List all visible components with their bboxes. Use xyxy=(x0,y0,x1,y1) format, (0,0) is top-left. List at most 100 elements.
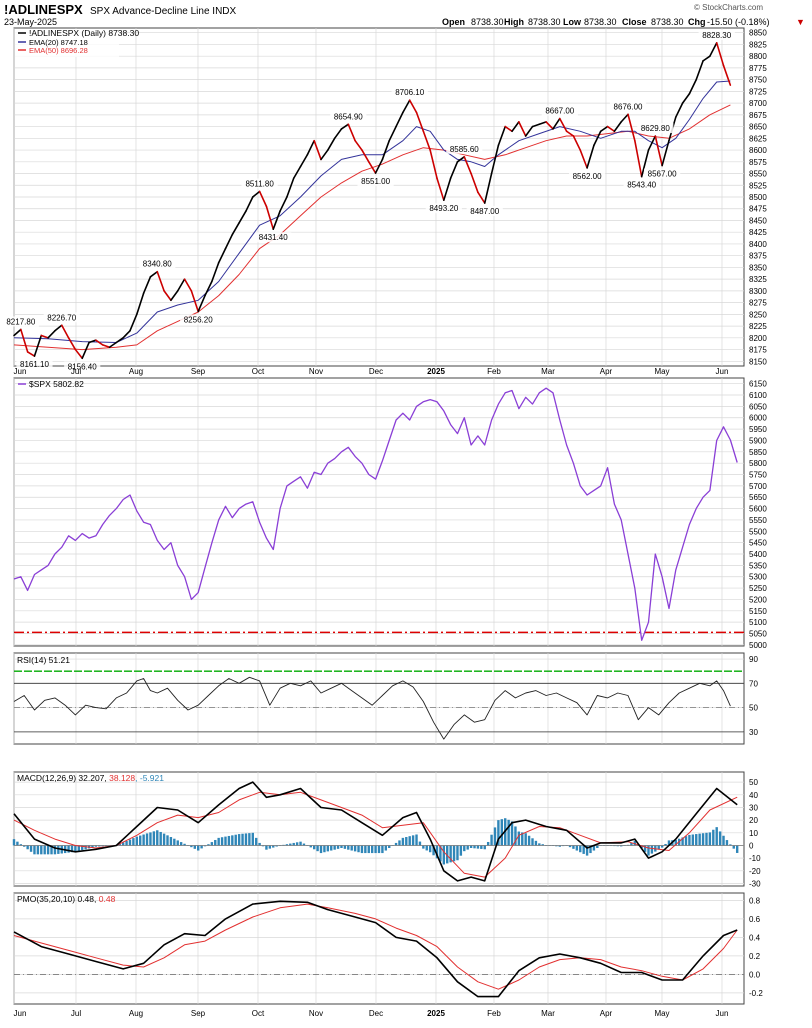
price-annotation: 8562.00 xyxy=(573,172,602,181)
price-segment xyxy=(313,139,322,161)
price-annotation: 8217.80 xyxy=(6,317,35,326)
price-annotation: 8706.10 xyxy=(395,88,424,97)
price-ytick-label: 8775 xyxy=(749,64,767,73)
macd-histogram-bar xyxy=(428,845,432,853)
macd-histogram-bar xyxy=(647,845,650,856)
macd-histogram-bar xyxy=(432,845,435,856)
macd-histogram-bar xyxy=(347,845,350,850)
macd-histogram-bar xyxy=(401,837,405,846)
rsi-ytick-label: 90 xyxy=(749,655,758,664)
chg-value: -15.50 (-0.18%) xyxy=(707,17,770,27)
macd-histogram-bar xyxy=(367,845,370,854)
macd-histogram-bar xyxy=(214,839,217,846)
macd-histogram-bar xyxy=(231,835,234,846)
macd-histogram-bar xyxy=(149,832,152,846)
month-label-bottom: Mar xyxy=(541,1009,555,1018)
macd-histogram-bar xyxy=(575,845,579,851)
macd-ytick-label: -10 xyxy=(749,854,761,863)
price-segment xyxy=(599,125,609,133)
price-segment xyxy=(231,222,240,236)
macd-histogram-bar xyxy=(251,832,254,846)
macd-histogram-bar xyxy=(568,845,572,848)
price-ytick-label: 8375 xyxy=(749,252,767,261)
price-segment xyxy=(320,149,329,161)
price-segment xyxy=(572,135,582,151)
macd-histogram-bar xyxy=(302,843,306,846)
price-annotation-bg xyxy=(180,314,217,325)
macd-histogram-bar xyxy=(183,843,186,846)
price-segment xyxy=(95,339,104,346)
price-annotation-bg xyxy=(43,312,80,323)
macd-histogram-bar xyxy=(33,845,36,855)
price-segment xyxy=(333,128,343,140)
price-segment xyxy=(627,113,636,142)
macd-histogram-bar xyxy=(70,845,74,853)
macd-histogram-bar xyxy=(81,845,84,851)
price-segment xyxy=(381,139,391,161)
price-segment xyxy=(552,117,561,130)
price-segment xyxy=(388,125,397,142)
macd-histogram-bar xyxy=(26,845,29,850)
price-segment xyxy=(640,149,650,178)
macd-ytick-label: 30 xyxy=(749,803,758,812)
macd-histogram-bar xyxy=(23,845,26,847)
macd-line xyxy=(13,781,738,882)
pmo-ytick-label: 0.8 xyxy=(749,896,761,905)
macd-histogram-bar xyxy=(558,845,561,847)
macd-histogram-bar xyxy=(323,845,326,853)
price-ytick-label: 8350 xyxy=(749,263,767,272)
macd-histogram-bar xyxy=(207,844,210,846)
month-label: Mar xyxy=(541,367,555,376)
chg-down-arrow-icon: ▼ xyxy=(796,17,805,27)
macd-histogram-bar xyxy=(292,842,295,846)
price-segment xyxy=(60,324,70,339)
price-ytick-label: 8475 xyxy=(749,205,767,214)
macd-histogram-bar xyxy=(248,833,251,846)
macd-ytick-label: 40 xyxy=(749,791,758,800)
price-annotation-bg xyxy=(255,232,292,243)
macd-histogram-bar xyxy=(384,845,388,851)
low-value: 8738.30 xyxy=(584,17,617,27)
open-value: 8738.30 xyxy=(471,17,504,27)
price-segment xyxy=(422,130,431,151)
price-segment xyxy=(674,102,684,118)
price-segment xyxy=(545,121,554,130)
price-segment xyxy=(286,177,295,198)
macd-histogram-bar xyxy=(473,845,476,849)
price-segment xyxy=(606,125,616,133)
price-ytick-label: 8675 xyxy=(749,111,767,120)
macd-histogram-bar xyxy=(139,835,142,846)
macd-histogram-bar xyxy=(640,845,643,849)
month-label: May xyxy=(654,367,669,376)
macd-histogram-bar xyxy=(159,831,162,846)
price-segment xyxy=(613,121,622,133)
price-segment xyxy=(265,205,275,231)
price-annotation: 8226.70 xyxy=(47,313,76,322)
price-ytick-label: 8625 xyxy=(749,134,767,143)
price-segment xyxy=(593,130,602,147)
macd-histogram-bar xyxy=(254,837,258,846)
price-segment xyxy=(497,125,507,147)
macd-histogram-bar xyxy=(343,845,347,849)
macd-histogram-bar xyxy=(377,845,381,854)
spx-legend-label: $SPX 5802.82 xyxy=(29,379,84,389)
macd-histogram-bar xyxy=(418,841,422,846)
month-label-bottom: Jun xyxy=(14,1009,27,1018)
price-segment xyxy=(183,278,193,292)
macd-histogram-bar xyxy=(688,834,691,846)
price-segment xyxy=(299,153,309,168)
macd-histogram-bar xyxy=(497,820,500,846)
macd-histogram-bar xyxy=(398,840,401,846)
macd-ytick-label: 10 xyxy=(749,829,758,838)
price-annotation: 8629.80 xyxy=(641,124,670,133)
price-ytick-label: 8825 xyxy=(749,40,767,49)
macd-histogram-bar xyxy=(77,845,81,851)
legend-label-ema20: EMA(20) 8747.18 xyxy=(29,38,88,47)
macd-histogram-bar xyxy=(572,845,575,849)
macd-histogram-bar xyxy=(12,839,16,846)
macd-histogram-bar xyxy=(459,845,463,856)
macd-hist-value: , -5.921 xyxy=(135,773,164,783)
macd-histogram-bar xyxy=(483,845,486,850)
close-value: 8738.30 xyxy=(651,17,684,27)
spx-frame xyxy=(13,377,745,647)
